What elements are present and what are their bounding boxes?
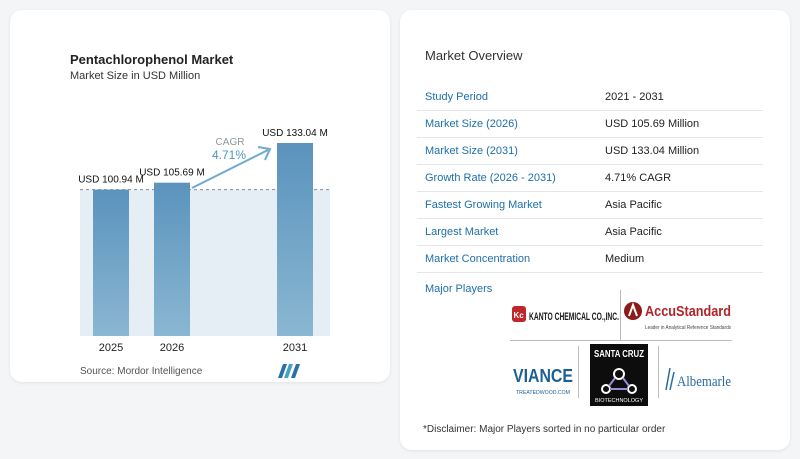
row-value: USD 133.04 Million — [597, 137, 763, 165]
data-label-2031: USD 133.04 M — [262, 128, 328, 139]
cagr-label: CAGR — [216, 137, 245, 148]
row-value: 4.71% CAGR — [597, 164, 763, 192]
tick-label-2031: 2031 — [283, 342, 307, 354]
viance-tagline: TREATEDWOOD.COM — [516, 390, 570, 396]
tick-label-2025: 2025 — [99, 342, 123, 354]
table-row: Fastest Growing Market Asia Pacific — [417, 191, 763, 219]
accustandard-name: AccuStandard — [645, 303, 731, 320]
row-key: Growth Rate (2026 - 2031) — [417, 164, 597, 192]
table-row: Market Concentration Medium — [417, 245, 763, 273]
bar-2031 — [277, 143, 313, 336]
row-key: Study Period — [417, 84, 597, 111]
logo-divider — [578, 346, 579, 398]
table-row: Market Size (2031) USD 133.04 Million — [417, 137, 763, 165]
logo-divider — [620, 290, 621, 340]
mordor-intelligence-logo — [278, 364, 300, 378]
viance-name: VIANCE — [513, 366, 573, 386]
cagr-arrow-line — [191, 149, 269, 189]
albemarle-logo: Albemarle — [664, 362, 732, 398]
data-label-2026: USD 105.69 M — [139, 168, 205, 179]
overview-title: Market Overview — [425, 48, 523, 63]
major-players-label: Major Players — [425, 283, 493, 295]
viance-logo: VIANCE TREATEDWOOD.COM — [513, 362, 575, 398]
table-row: Study Period 2021 - 2031 — [417, 84, 763, 111]
row-value: 2021 - 2031 — [597, 84, 763, 111]
santa-cruz-logo: SANTA CRUZ BIOTECHNOLOGY — [590, 344, 648, 406]
accustandard-logo: AccuStandard Leader in Analytical Refere… — [624, 294, 734, 336]
table-row: Largest Market Asia Pacific — [417, 218, 763, 246]
santa-cruz-name: SANTA CRUZ — [594, 349, 644, 360]
table-row: Growth Rate (2026 - 2031) 4.71% CAGR — [417, 164, 763, 192]
kanto-name: KANTO CHEMICAL CO.,INC. — [529, 311, 619, 323]
chart-title: Pentachlorophenol Market — [70, 52, 234, 67]
row-value: USD 105.69 Million — [597, 110, 763, 138]
row-key: Fastest Growing Market — [417, 191, 597, 219]
row-key: Market Size (2031) — [417, 137, 597, 165]
row-key: Market Size (2026) — [417, 110, 597, 138]
cagr-arrow-head — [257, 146, 272, 161]
svg-text:Kc: Kc — [514, 311, 525, 320]
bar-2025 — [93, 189, 129, 336]
row-key: Market Concentration — [417, 245, 597, 273]
row-value: Medium — [597, 245, 763, 273]
santa-cruz-tagline: BIOTECHNOLOGY — [595, 398, 644, 404]
bar-chart: USD 100.94 M 2025 USD 105.69 M 2026 USD 133.… — [78, 128, 330, 354]
tick-label-2026: 2026 — [160, 342, 184, 354]
row-value: Asia Pacific — [597, 218, 763, 246]
albemarle-name: Albemarle — [677, 374, 731, 390]
cagr-value: 4.71% — [212, 148, 246, 162]
row-key: Largest Market — [417, 218, 597, 246]
source-note: Source: Mordor Intelligence — [80, 366, 203, 377]
overview-table: Study Period 2021 - 2031 Market Size (202… — [417, 84, 763, 273]
logo-divider — [510, 340, 732, 341]
accustandard-tagline: Leader in Analytical Reference Standards — [645, 325, 731, 331]
logo-divider — [658, 346, 659, 398]
disclaimer: *Disclaimer: Major Players sorted in no … — [423, 424, 666, 435]
table-row: Market Size (2026) USD 105.69 Million — [417, 110, 763, 138]
chart-subtitle: Market Size in USD Million — [70, 70, 201, 82]
bar-2026 — [154, 182, 190, 336]
kanto-chemical-logo: Kc KANTO CHEMICAL CO.,INC. — [512, 296, 620, 336]
data-label-2025: USD 100.94 M — [78, 175, 144, 186]
row-value: Asia Pacific — [597, 191, 763, 219]
